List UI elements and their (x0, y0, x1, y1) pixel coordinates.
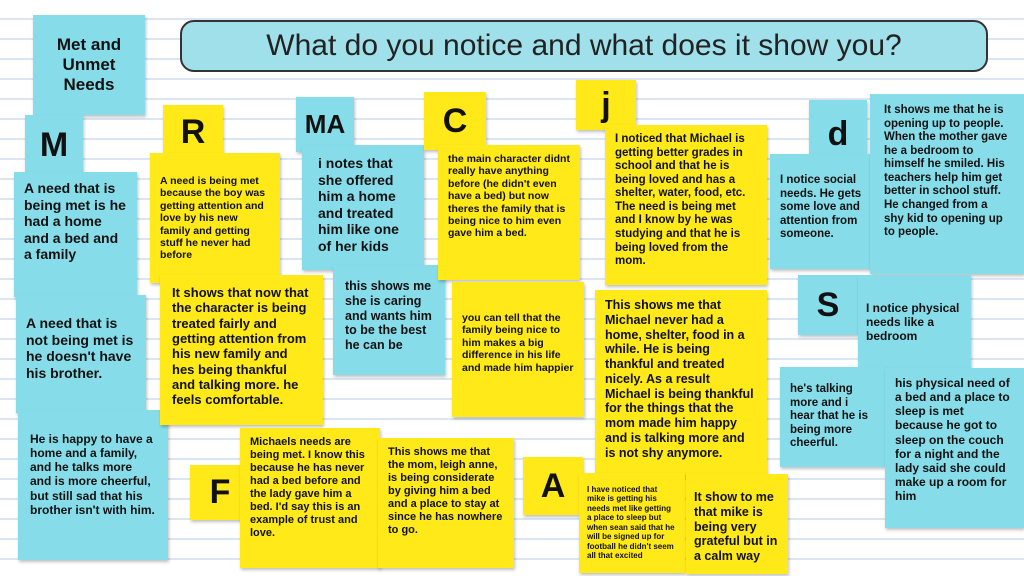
sticky-note[interactable]: i notes that she offered him a home and … (302, 145, 424, 270)
sticky-note-letter-j[interactable]: j (576, 80, 636, 130)
sticky-note[interactable]: It shows me that he is opening up to peo… (870, 94, 1024, 274)
board-title-banner: What do you notice and what does it show… (180, 20, 988, 72)
sticky-note[interactable]: A need that is not being met is he doesn… (16, 295, 146, 413)
sticky-note[interactable]: Michaels needs are being met. I know thi… (240, 428, 380, 568)
sticky-note[interactable]: He is happy to have a home and a family,… (18, 410, 168, 560)
sticky-note[interactable]: This shows me that Michael never had a h… (595, 290, 767, 475)
sticky-note[interactable]: you can tell that the family being nice … (452, 282, 584, 417)
sticky-note[interactable]: the main character didnt really have any… (438, 145, 580, 280)
sticky-note[interactable]: this shows me she is caring and wants hi… (333, 265, 445, 375)
sticky-note-letter-ma[interactable]: MA (296, 97, 354, 152)
sticky-note[interactable]: I noticed that Michael is getting better… (605, 125, 767, 285)
sticky-note[interactable]: It show to me that mike is being very gr… (686, 474, 788, 574)
sticky-note[interactable]: I notice physical needs like a bedroom (858, 275, 971, 370)
sticky-note-letter-s[interactable]: S (798, 275, 858, 335)
sticky-note-letter-r[interactable]: R (163, 105, 223, 160)
sticky-note[interactable]: A need that is being met is he had a hom… (14, 172, 137, 297)
sticky-note[interactable]: It shows that now that the character is … (160, 275, 323, 425)
sticky-note[interactable]: A need is being met because the boy was … (150, 153, 280, 283)
sticky-note[interactable]: This shows me that the mom, leigh anne, … (378, 438, 514, 568)
sticky-note[interactable]: I have noticed that mike is getting his … (579, 473, 685, 573)
sticky-note[interactable]: I notice social needs. He gets some love… (770, 154, 875, 269)
sticky-note-letter-m[interactable]: M (25, 115, 83, 175)
sticky-note-header[interactable]: Met and Unmet Needs (33, 15, 145, 115)
sticky-note[interactable]: his physical need of a bed and a place t… (885, 368, 1024, 528)
sticky-note[interactable]: he's talking more and i hear that he is … (780, 367, 885, 467)
sticky-note-letter-c[interactable]: C (424, 92, 486, 150)
sticky-note-letter-a[interactable]: A (523, 457, 583, 515)
